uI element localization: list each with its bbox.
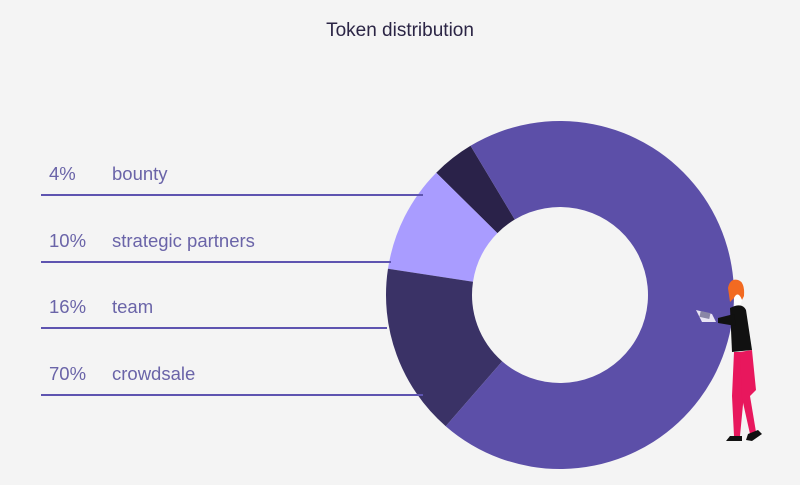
donut-slice-team bbox=[385, 268, 503, 427]
legend-rule bbox=[41, 327, 387, 329]
right-shoe-shape bbox=[746, 430, 762, 441]
phone-shape bbox=[699, 311, 711, 319]
donut-slice-strategic-partners bbox=[387, 172, 498, 282]
donut-slice-crowdsale bbox=[445, 121, 734, 470]
legend-label: strategic partners bbox=[112, 230, 255, 251]
person-illustration bbox=[696, 279, 762, 441]
right-leg-shape bbox=[740, 350, 756, 434]
left-shoe-shape bbox=[726, 436, 742, 441]
legend-value: 16% bbox=[49, 296, 87, 317]
legend-label: crowdsale bbox=[112, 363, 196, 384]
legend-rule bbox=[41, 194, 423, 196]
legend-label: team bbox=[112, 296, 154, 317]
donut-slices bbox=[385, 121, 734, 470]
legend-label: bounty bbox=[112, 163, 168, 184]
legend-rule bbox=[41, 394, 423, 396]
legend-value: 4% bbox=[49, 163, 76, 184]
legend-value: 10% bbox=[49, 230, 87, 251]
torso-shape bbox=[730, 305, 752, 352]
arm-shape bbox=[718, 314, 736, 326]
hair-shape bbox=[728, 279, 745, 302]
chart-title: Token distribution bbox=[326, 20, 474, 41]
donut-slice-bounty bbox=[436, 145, 515, 234]
legend-rule bbox=[41, 261, 391, 263]
legend-value: 70% bbox=[49, 363, 87, 384]
